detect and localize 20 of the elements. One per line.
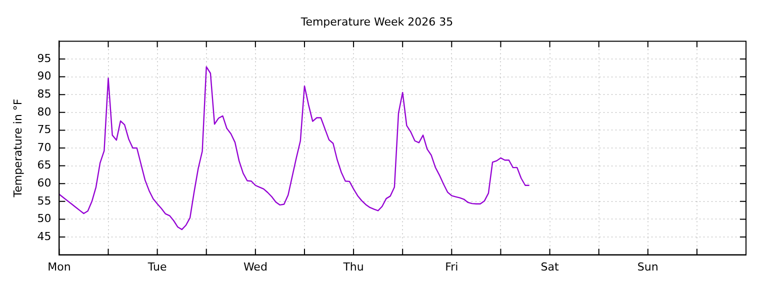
y-tick-label: 75 <box>37 123 52 136</box>
x-tick-label: Sun <box>637 260 658 274</box>
x-tick-label: Thu <box>342 260 364 274</box>
chart-title: Temperature Week 2026 35 <box>300 15 454 28</box>
x-tick-label: Fri <box>445 260 458 274</box>
y-tick-label: 55 <box>37 194 52 208</box>
y-tick-label: 45 <box>37 230 52 243</box>
x-tick-label: Mon <box>48 260 71 274</box>
y-tick-label: 70 <box>37 140 52 154</box>
y-axis-title: Temperature in °F <box>11 98 24 198</box>
x-tick-label: Wed <box>243 260 268 274</box>
y-tick-label: 80 <box>37 105 52 118</box>
x-tick-label: Tue <box>146 260 167 274</box>
y-tick-label: 60 <box>37 176 52 190</box>
x-tick-label: Sat <box>540 260 560 274</box>
y-tick-label: 50 <box>37 212 52 226</box>
y-tick-label: 95 <box>37 52 52 65</box>
y-tick-label: 90 <box>37 70 52 83</box>
y-tick-label: 65 <box>37 158 52 172</box>
y-tick-label: 85 <box>37 87 52 100</box>
